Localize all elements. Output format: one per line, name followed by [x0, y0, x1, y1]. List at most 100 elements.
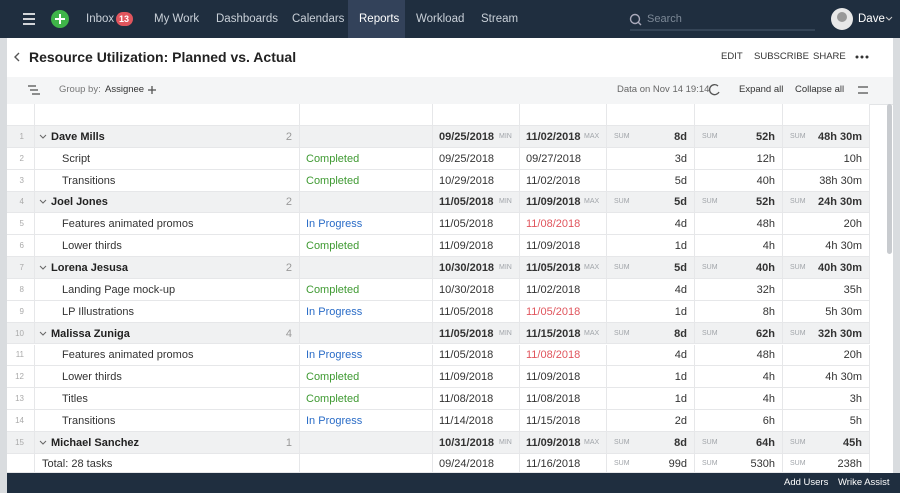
- collapse-toggle[interactable]: [39, 331, 47, 337]
- time-value: 20h: [844, 347, 862, 363]
- row-bg: [7, 192, 869, 214]
- cell-divider: [519, 126, 520, 148]
- cell-divider: [299, 257, 300, 279]
- row-number: 11: [16, 347, 24, 363]
- time-value: 32h 30m: [818, 326, 862, 342]
- nav-item[interactable]: Reports: [359, 11, 399, 27]
- cell-divider: [432, 257, 433, 279]
- cell-divider: [694, 213, 695, 235]
- time-value: 24h 30m: [818, 194, 862, 210]
- duration-value: 1d: [675, 238, 687, 254]
- task-title[interactable]: LP Illustrations: [62, 304, 134, 320]
- task-title[interactable]: Landing Page mock-up: [62, 282, 175, 298]
- effort-value: 52h: [756, 129, 775, 145]
- task-title[interactable]: Script: [62, 151, 90, 167]
- duration-value: 5d: [674, 194, 687, 210]
- cell-divider: [694, 366, 695, 388]
- cell-divider: [519, 213, 520, 235]
- min-tag: MIN: [499, 260, 512, 276]
- cell-divider: [34, 432, 35, 454]
- cell-divider: [519, 170, 520, 192]
- start-date: 11/14/2018: [439, 413, 493, 429]
- min-tag: MIN: [499, 129, 512, 145]
- cell-divider: [299, 345, 300, 367]
- group-count: 1: [286, 435, 292, 451]
- cell-divider: [34, 148, 35, 170]
- cell-divider: [782, 323, 783, 345]
- task-title[interactable]: Features animated promos: [62, 347, 193, 363]
- effort-value: 4h: [763, 391, 775, 407]
- sum-tag: SUM: [702, 194, 718, 210]
- collapse-toggle[interactable]: [39, 440, 47, 446]
- due-date: 11/09/2018: [526, 238, 580, 254]
- task-title[interactable]: Titles: [62, 391, 88, 407]
- sum-tag: SUM: [614, 194, 630, 210]
- cell-divider: [606, 323, 607, 345]
- time-value: 40h 30m: [818, 260, 862, 276]
- cell-divider: [869, 345, 870, 367]
- task-title[interactable]: Features animated promos: [62, 216, 193, 232]
- cell-divider: [606, 148, 607, 170]
- collapse-all[interactable]: Collapse all: [795, 82, 844, 98]
- collapse-toggle[interactable]: [39, 265, 47, 271]
- cell-divider: [299, 410, 300, 432]
- collapse-toggle[interactable]: [39, 134, 47, 140]
- cell-divider: [34, 192, 35, 214]
- task-title[interactable]: Transitions: [62, 173, 115, 189]
- cell-divider: [432, 454, 433, 473]
- cell-divider: [299, 432, 300, 454]
- nav-item[interactable]: Workload: [416, 11, 464, 27]
- header-action[interactable]: SHARE: [813, 49, 846, 65]
- cell-divider: [299, 192, 300, 214]
- cell-divider: [299, 279, 300, 301]
- user-menu[interactable]: Dave: [858, 11, 885, 27]
- task-title[interactable]: Transitions: [62, 413, 115, 429]
- cell-divider: [782, 301, 783, 323]
- duration-value: 2d: [675, 413, 687, 429]
- cell-divider: [519, 345, 520, 367]
- scrollbar: [887, 104, 892, 254]
- due-date: 11/15/2018: [526, 413, 580, 429]
- header-action[interactable]: EDIT: [721, 49, 743, 65]
- cell-divider: [869, 410, 870, 432]
- task-title[interactable]: Lower thirds: [62, 369, 122, 385]
- sum-tag: SUM: [790, 194, 806, 210]
- start-date: 11/05/2018: [439, 194, 493, 210]
- task-title[interactable]: Lower thirds: [62, 238, 122, 254]
- cell-divider: [519, 257, 520, 279]
- nav-item[interactable]: Inbox: [86, 11, 114, 27]
- cell-divider: [606, 192, 607, 214]
- nav-item[interactable]: Calendars: [292, 11, 344, 27]
- nav-item[interactable]: My Work: [154, 11, 199, 27]
- cell-divider: [519, 388, 520, 410]
- cell-divider: [606, 454, 607, 473]
- row-number: 13: [15, 391, 24, 407]
- cell-divider: [869, 257, 870, 279]
- due-date: 11/05/2018: [526, 304, 580, 320]
- nav-item[interactable]: Stream: [481, 11, 518, 27]
- cell-divider: [432, 170, 433, 192]
- start-date: 10/29/2018: [439, 173, 494, 189]
- cell-divider: [299, 213, 300, 235]
- effort-value: 48h: [757, 216, 775, 232]
- row-number: 15: [15, 435, 24, 451]
- effort-value: 530h: [751, 456, 775, 472]
- min-tag: MIN: [499, 435, 512, 451]
- time-value: 38h 30m: [819, 173, 862, 189]
- time-value: 48h 30m: [818, 129, 862, 145]
- expand-all[interactable]: Expand all: [739, 82, 783, 98]
- cell-divider: [606, 213, 607, 235]
- max-tag: MAX: [584, 326, 599, 342]
- cell-divider: [519, 366, 520, 388]
- search-input[interactable]: Search: [647, 11, 682, 27]
- nav-item[interactable]: Dashboards: [216, 11, 278, 27]
- group-count: 2: [286, 129, 292, 145]
- header-action[interactable]: SUBSCRIBE: [754, 49, 809, 65]
- task-status: In Progress: [306, 304, 362, 320]
- wrike-assist[interactable]: Wrike Assist: [838, 475, 890, 491]
- cell-divider: [694, 323, 695, 345]
- group-by-value[interactable]: Assignee: [105, 82, 144, 98]
- cell-divider: [869, 235, 870, 257]
- add-users[interactable]: Add Users: [784, 475, 828, 491]
- collapse-toggle[interactable]: [39, 199, 47, 205]
